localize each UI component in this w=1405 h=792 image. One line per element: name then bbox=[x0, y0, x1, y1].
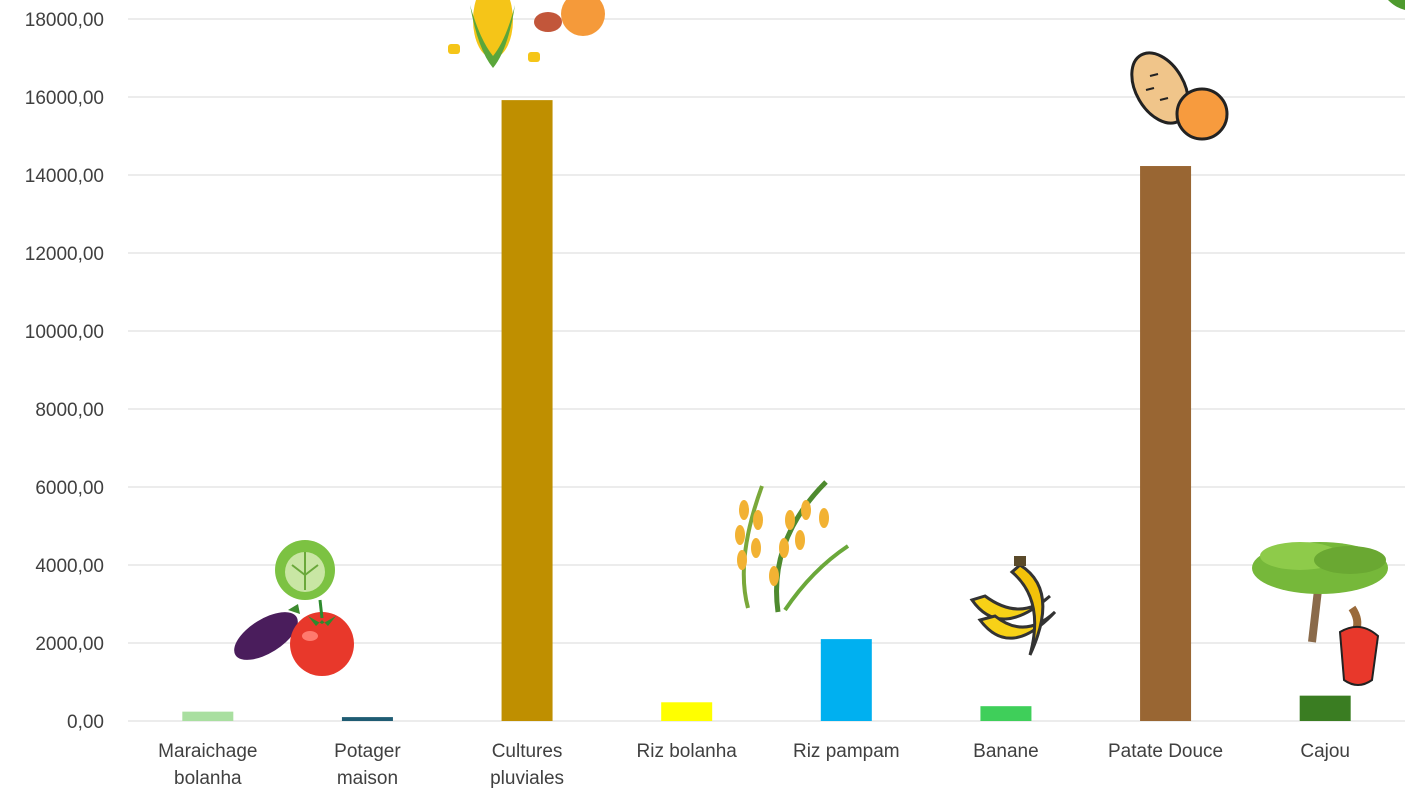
category-label: Riz bolanha bbox=[637, 741, 738, 762]
bar bbox=[980, 706, 1032, 721]
cabbage-icon bbox=[275, 540, 335, 600]
y-tick-label: 4000,00 bbox=[35, 556, 104, 577]
cashew-apple-icon bbox=[1338, 605, 1380, 686]
y-axis-tick-labels: 0,00 2000,00 4000,00 6000,00 8000,00 10000,00… bbox=[25, 10, 104, 733]
category-label: Maraichage bbox=[158, 741, 257, 762]
y-tick-label: 2000,00 bbox=[35, 634, 104, 655]
category-label: bolanha bbox=[174, 768, 242, 789]
bar bbox=[182, 711, 234, 721]
y-tick-label: 16000,00 bbox=[25, 88, 104, 109]
bar bbox=[661, 702, 713, 721]
y-tick-label: 14000,00 bbox=[25, 166, 104, 187]
category-label: Banane bbox=[973, 741, 1039, 762]
banana-icon bbox=[969, 556, 1057, 656]
bar bbox=[341, 717, 393, 721]
category-label: Potager bbox=[334, 741, 401, 762]
bar bbox=[501, 100, 553, 722]
cashew-tree-icon bbox=[1252, 542, 1388, 686]
y-tick-label: 10000,00 bbox=[25, 322, 104, 343]
bars bbox=[182, 100, 1351, 722]
category-label: Riz pampam bbox=[793, 741, 900, 762]
y-tick-label: 12000,00 bbox=[25, 244, 104, 265]
category-label: Patate Douce bbox=[1108, 741, 1223, 762]
category-label: Cajou bbox=[1300, 741, 1350, 762]
category-label: pluviales bbox=[490, 768, 564, 789]
category-label: Cultures bbox=[492, 741, 563, 762]
bar bbox=[820, 639, 872, 721]
y-tick-label: 6000,00 bbox=[35, 478, 104, 499]
category-label: maison bbox=[337, 768, 398, 789]
tree-icon bbox=[1252, 542, 1388, 643]
y-tick-label: 0,00 bbox=[67, 712, 104, 733]
x-axis-category-labels: Maraichage bolanha Potager maison Cultures pl… bbox=[158, 741, 1350, 789]
eggplant-icon bbox=[234, 604, 300, 660]
vegetables-icon bbox=[234, 540, 354, 676]
bar bbox=[1140, 166, 1192, 721]
tomato-icon bbox=[290, 599, 354, 676]
corn-vegetables-icon bbox=[448, 0, 605, 68]
rice-stalk-icon bbox=[735, 480, 850, 613]
leaf-icon bbox=[1388, 0, 1405, 10]
y-tick-label: 8000,00 bbox=[35, 400, 104, 421]
y-tick-label: 18000,00 bbox=[25, 10, 104, 31]
bar bbox=[1299, 695, 1351, 721]
sweet-potato-icon bbox=[1130, 51, 1229, 141]
